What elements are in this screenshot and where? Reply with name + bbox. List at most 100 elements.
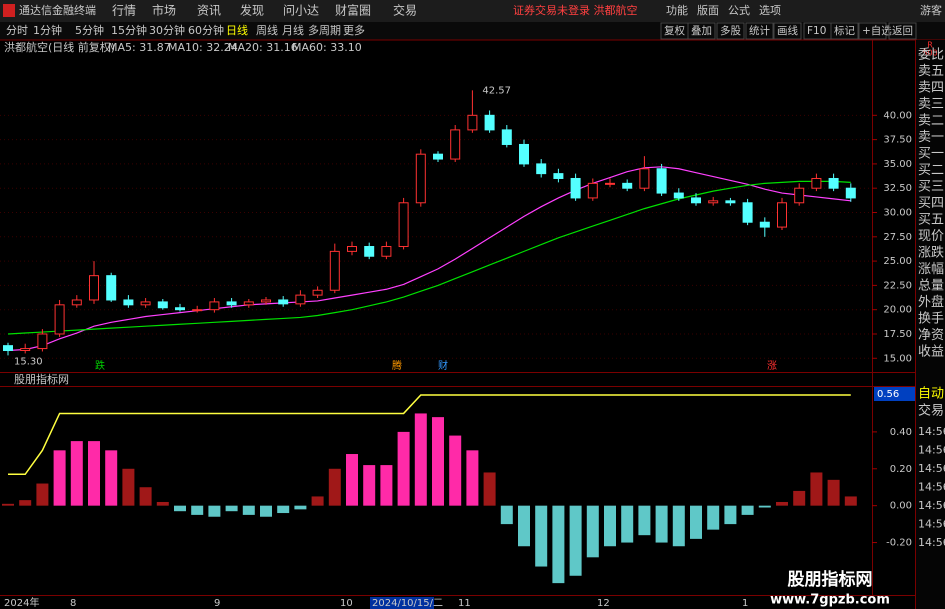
histogram-bar — [827, 479, 840, 506]
side-label: 外盘 — [918, 294, 944, 310]
event-marker[interactable]: 涨 — [767, 360, 777, 372]
menu-item[interactable]: 问小达 — [283, 4, 319, 18]
menu-item[interactable]: 行情 — [112, 4, 136, 18]
period-tab[interactable]: 30分钟 — [149, 23, 185, 37]
menu-item[interactable]: 选项 — [759, 4, 781, 17]
menu-item[interactable]: 市场 — [152, 3, 176, 18]
tool-button[interactable]: 统计 — [749, 24, 770, 37]
candle-body — [20, 348, 31, 352]
menu-item[interactable]: 财富圈 — [335, 3, 371, 18]
side-label: 买五 — [918, 213, 944, 228]
side-label: 卖一 — [918, 130, 944, 145]
ma-legend: MA60: 33.10 — [292, 41, 362, 54]
histogram-bar — [139, 487, 152, 506]
app-icon — [3, 4, 15, 17]
candle-body — [622, 182, 633, 189]
tool-button[interactable]: 标记 — [834, 25, 855, 37]
tool-button[interactable]: 复权 — [664, 24, 685, 37]
histogram-bar — [672, 505, 685, 547]
y-tick-label: 40.00 — [883, 110, 912, 121]
period-tab[interactable]: 5分钟 — [75, 23, 104, 37]
histogram-bar — [174, 505, 186, 512]
candle-body — [467, 114, 478, 131]
candle-body — [519, 143, 529, 165]
menu-item[interactable]: 资讯 — [197, 4, 221, 18]
event-marker[interactable]: 腾 — [392, 359, 402, 372]
chart-title: 洪都航空(日线 前复权) — [4, 40, 115, 54]
current-box — [874, 387, 915, 401]
event-marker[interactable]: 财 — [438, 359, 448, 372]
candle-body — [347, 246, 357, 252]
menu-item[interactable]: 交易 — [393, 3, 417, 18]
toolbar — [0, 22, 945, 40]
side-label: 买二 — [918, 163, 944, 178]
histogram-bar — [690, 505, 702, 539]
candle-body — [89, 275, 99, 301]
tool-button[interactable]: F10 — [807, 25, 826, 37]
candle-body — [312, 289, 323, 296]
candle-body — [656, 168, 667, 194]
y-tick-label: 25.00 — [883, 256, 912, 267]
histogram-bar — [294, 505, 307, 510]
candle-body — [329, 250, 340, 291]
tool-button-frame — [687, 22, 716, 40]
menu-item[interactable]: 功能 — [666, 3, 688, 17]
tool-button-frame — [888, 22, 917, 40]
histogram-bar — [380, 465, 393, 506]
tool-button-frame — [858, 22, 887, 40]
side-label: 净资 — [918, 328, 944, 343]
tool-button[interactable]: +自选 — [862, 24, 892, 37]
menu-item[interactable]: 版面 — [697, 3, 719, 17]
side-label: 涨跌 — [918, 245, 944, 261]
period-tab[interactable]: 月线 — [282, 23, 304, 37]
side-label: 换手 — [918, 312, 944, 327]
period-tab[interactable]: 日线 — [226, 23, 248, 37]
period-tab[interactable]: 多周期 — [308, 23, 341, 37]
histogram-bar — [19, 500, 32, 506]
date-label: 2024年 — [4, 596, 39, 609]
tool-button-frame — [773, 22, 802, 40]
side-panel — [916, 40, 945, 609]
event-marker[interactable]: 跌 — [95, 359, 105, 372]
y-tick-label: 17.50 — [883, 329, 912, 340]
user[interactable]: 游客 — [920, 3, 942, 17]
candle-body — [71, 299, 82, 306]
period-tab[interactable]: 1分钟 — [33, 23, 62, 37]
candle-body — [398, 202, 409, 248]
candle-body — [3, 345, 13, 352]
tool-button[interactable]: 画线 — [777, 24, 798, 37]
tool-button[interactable]: 返回 — [892, 25, 913, 37]
side-badge: 500 — [922, 49, 937, 58]
menu-bar — [0, 0, 945, 22]
login-notice[interactable]: 证券交易未登录 洪都航空 — [513, 3, 638, 17]
tool-button[interactable]: 多股 — [720, 24, 741, 37]
side-label: 卖三 — [918, 97, 944, 112]
histogram-bar — [586, 505, 599, 558]
period-tab[interactable]: 周线 — [256, 23, 278, 37]
period-tab[interactable]: 分时 — [6, 24, 28, 37]
period-tab[interactable]: 15分钟 — [111, 23, 147, 37]
candle-body — [123, 299, 134, 306]
candle-body — [175, 307, 185, 311]
candle-body — [639, 168, 650, 189]
histogram-bar — [36, 483, 49, 506]
histogram-bar — [638, 505, 651, 536]
period-tab[interactable]: 更多 — [343, 23, 365, 37]
y-tick-label: 15.00 — [883, 353, 912, 364]
tool-button-frame — [830, 22, 859, 40]
histogram-bar — [208, 505, 221, 517]
period-tab[interactable]: 60分钟 — [188, 23, 224, 37]
ma-line — [7, 180, 851, 335]
histogram-bar — [277, 505, 290, 514]
side-label: 买四 — [918, 196, 944, 211]
side-label: 买三 — [918, 180, 944, 195]
side-time: 14:56 — [918, 536, 945, 549]
menu-item[interactable]: 公式 — [728, 4, 750, 17]
side-time: 14:56 — [918, 462, 945, 475]
date-label: 8 — [70, 598, 76, 609]
side-label: 卖五 — [918, 64, 944, 79]
tool-button[interactable]: 叠加 — [691, 25, 712, 37]
menu-item[interactable]: 发现 — [240, 3, 264, 18]
app-title: 通达信金融终端 — [19, 3, 96, 17]
histogram-bar — [363, 465, 376, 506]
